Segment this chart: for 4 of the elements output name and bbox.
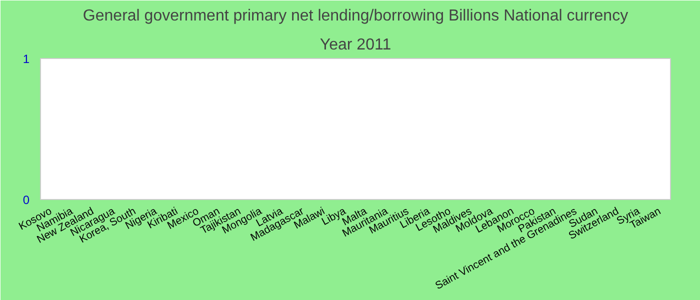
y-tick-label: 1 xyxy=(22,52,30,66)
chart-title: General government primary net lending/borrowing Billions National currency xyxy=(82,8,628,24)
y-tick-label: 0 xyxy=(22,193,30,207)
chart-subtitle: Year 2011 xyxy=(320,36,392,54)
